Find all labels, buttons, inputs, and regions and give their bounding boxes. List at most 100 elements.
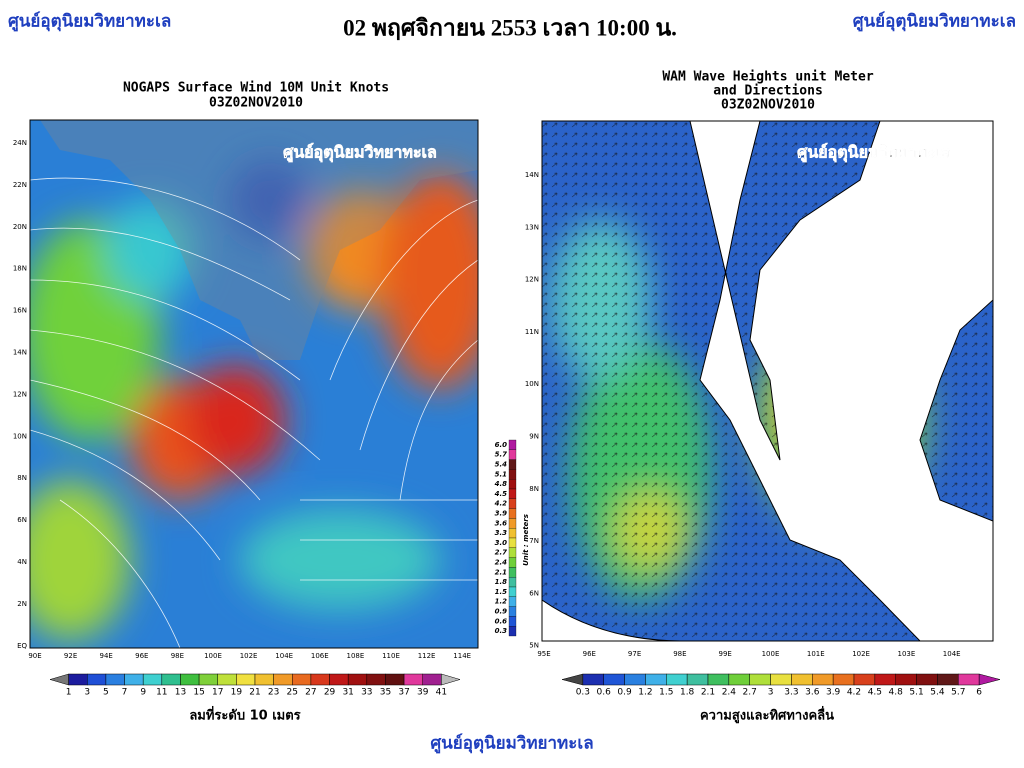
right-map-frame: [541, 120, 994, 642]
side-colorbar-label: 5.4: [495, 461, 508, 469]
right-colorbar-swatch: [749, 673, 771, 686]
left-colorbar-swatch: [105, 673, 125, 686]
left-colorbar-label: 39: [417, 688, 429, 698]
left-colorbar-swatch: [142, 673, 163, 686]
left-colorbar: 1 3 5 7 9 11 13 15 17 19 21 23 25 27 29 31 33 35 37 39 41: [49, 673, 461, 698]
right-colorbar-swatch: [686, 673, 709, 686]
right-colorbar-swatch: [791, 673, 813, 686]
right-y-label: 11N: [525, 328, 539, 336]
side-colorbar-label: 3.3: [495, 529, 508, 537]
right-colorbar-label: 3: [768, 688, 774, 698]
left-y-label: 20N: [13, 223, 27, 231]
left-colorbar-label: 7: [122, 688, 128, 698]
right-colorbar-swatch: [937, 673, 959, 686]
right-colorbar-label: 2.7: [743, 688, 757, 698]
left-colorbar-label: 5: [103, 688, 109, 698]
left-x-label: 108E: [347, 652, 365, 660]
right-x-label: 100E: [762, 650, 780, 658]
left-colorbar-label: 17: [212, 688, 223, 698]
side-colorbar-unit: Unit : meters: [522, 514, 530, 566]
right-colorbar-swatch: [895, 673, 917, 686]
left-colorbar-label: 3: [84, 688, 90, 698]
right-y-label: 13N: [525, 223, 539, 231]
right-colorbar-swatch: [645, 673, 667, 686]
left-colorbar-label: 9: [140, 688, 146, 698]
side-colorbar-label: 0.9: [495, 608, 508, 616]
left-colorbar-swatch: [422, 673, 442, 686]
left-x-label: 110E: [382, 652, 400, 660]
right-colorbar-end: [561, 673, 584, 686]
side-colorbar-swatch: [508, 508, 517, 519]
left-colorbar-label: 13: [175, 688, 186, 698]
left-colorbar-swatch: [124, 673, 144, 686]
left-colorbar-swatch: [385, 673, 405, 686]
right-colorbar-label: 2.4: [722, 688, 737, 698]
left-x-label: 104E: [275, 652, 293, 660]
side-colorbar-swatch: [508, 528, 517, 539]
side-colorbar-label: 4.8: [495, 480, 508, 488]
left-colorbar-swatch: [273, 673, 293, 686]
right-y-label: 9N: [529, 433, 539, 441]
left-colorbar-label: 33: [361, 688, 372, 698]
left-y-label: 8N: [17, 474, 27, 482]
right-x-label: 96E: [583, 650, 596, 658]
right-colorbar-swatch: [853, 673, 876, 686]
right-map-title-2: and Directions: [713, 84, 823, 99]
left-y-label: EQ: [17, 642, 27, 650]
header-left: ศูนย์อุตุนิยมวิทยาทะเล: [8, 11, 171, 33]
left-x-label: 90E: [28, 652, 41, 660]
right-colorbar-label: 4.8: [889, 688, 904, 698]
left-colorbar-swatch: [161, 673, 181, 686]
left-map-frame: [29, 119, 479, 649]
left-map-field: [30, 120, 478, 648]
right-colorbar-label: 1.2: [638, 688, 652, 698]
right-colorbar-label: 2.1: [701, 688, 715, 698]
left-colorbar-label: 11: [156, 688, 167, 698]
header-right: ศูนย์อุตุนิยมวิทยาทะเล: [853, 11, 1016, 33]
right-y-label: 10N: [525, 380, 539, 388]
side-colorbar-swatch: [508, 606, 517, 617]
side-colorbar-label: 5.1: [495, 470, 508, 478]
left-colorbar-label: 21: [249, 688, 260, 698]
left-x-label: 92E: [64, 652, 77, 660]
side-colorbar-swatch: [508, 439, 517, 450]
side-colorbar-label: 0.6: [495, 617, 508, 625]
left-x-label: 98E: [171, 652, 184, 660]
right-map-title-1: WAM Wave Heights unit Meter: [662, 70, 873, 85]
left-y-label: 22N: [13, 181, 27, 189]
side-colorbar-label: 2.7: [495, 549, 508, 557]
right-x-label: 104E: [943, 650, 961, 658]
right-colorbar-swatch: [958, 673, 980, 686]
side-colorbar-swatch: [508, 488, 517, 499]
left-colorbar-label: 31: [342, 688, 353, 698]
left-map-watermark: ศูนย์อุตุนิยมวิทยาทะเล: [283, 143, 437, 164]
right-y-label: 14N: [525, 171, 539, 179]
left-y-label: 10N: [13, 432, 27, 440]
left-colorbar-label: 15: [193, 688, 204, 698]
side-colorbar-swatch: [508, 626, 517, 637]
side-colorbar-label: 3.9: [495, 510, 508, 518]
right-colorbar-swatch: [603, 673, 625, 686]
left-y-label: 24N: [13, 139, 27, 147]
right-colorbar-swatch: [874, 673, 896, 686]
left-colorbar-swatch: [366, 673, 386, 686]
side-colorbar-label: 4.5: [495, 490, 508, 498]
right-colorbar-swatch: [666, 673, 688, 686]
right-colorbar-swatch: [812, 673, 834, 686]
left-colorbar-swatch: [310, 673, 330, 686]
right-x-label: 98E: [673, 650, 686, 658]
left-y-label: 2N: [17, 600, 27, 608]
right-map-watermark: ศูนย์อุตุนิยมวิทยาทะเล: [797, 143, 951, 164]
right-colorbar-label: 3.9: [826, 688, 841, 698]
side-colorbar-swatch: [508, 498, 517, 509]
side-colorbar-label: 5.7: [495, 451, 508, 459]
side-colorbar-label: 4.2: [495, 500, 508, 508]
left-caption: ลมที่ระดับ 10 เมตร: [189, 706, 300, 724]
right-x-label: 99E: [719, 650, 732, 658]
side-colorbar-swatch: [508, 567, 517, 578]
left-colorbar-swatch: [198, 673, 218, 686]
side-colorbar-swatch: [508, 547, 517, 558]
right-x-label: 95E: [537, 650, 550, 658]
